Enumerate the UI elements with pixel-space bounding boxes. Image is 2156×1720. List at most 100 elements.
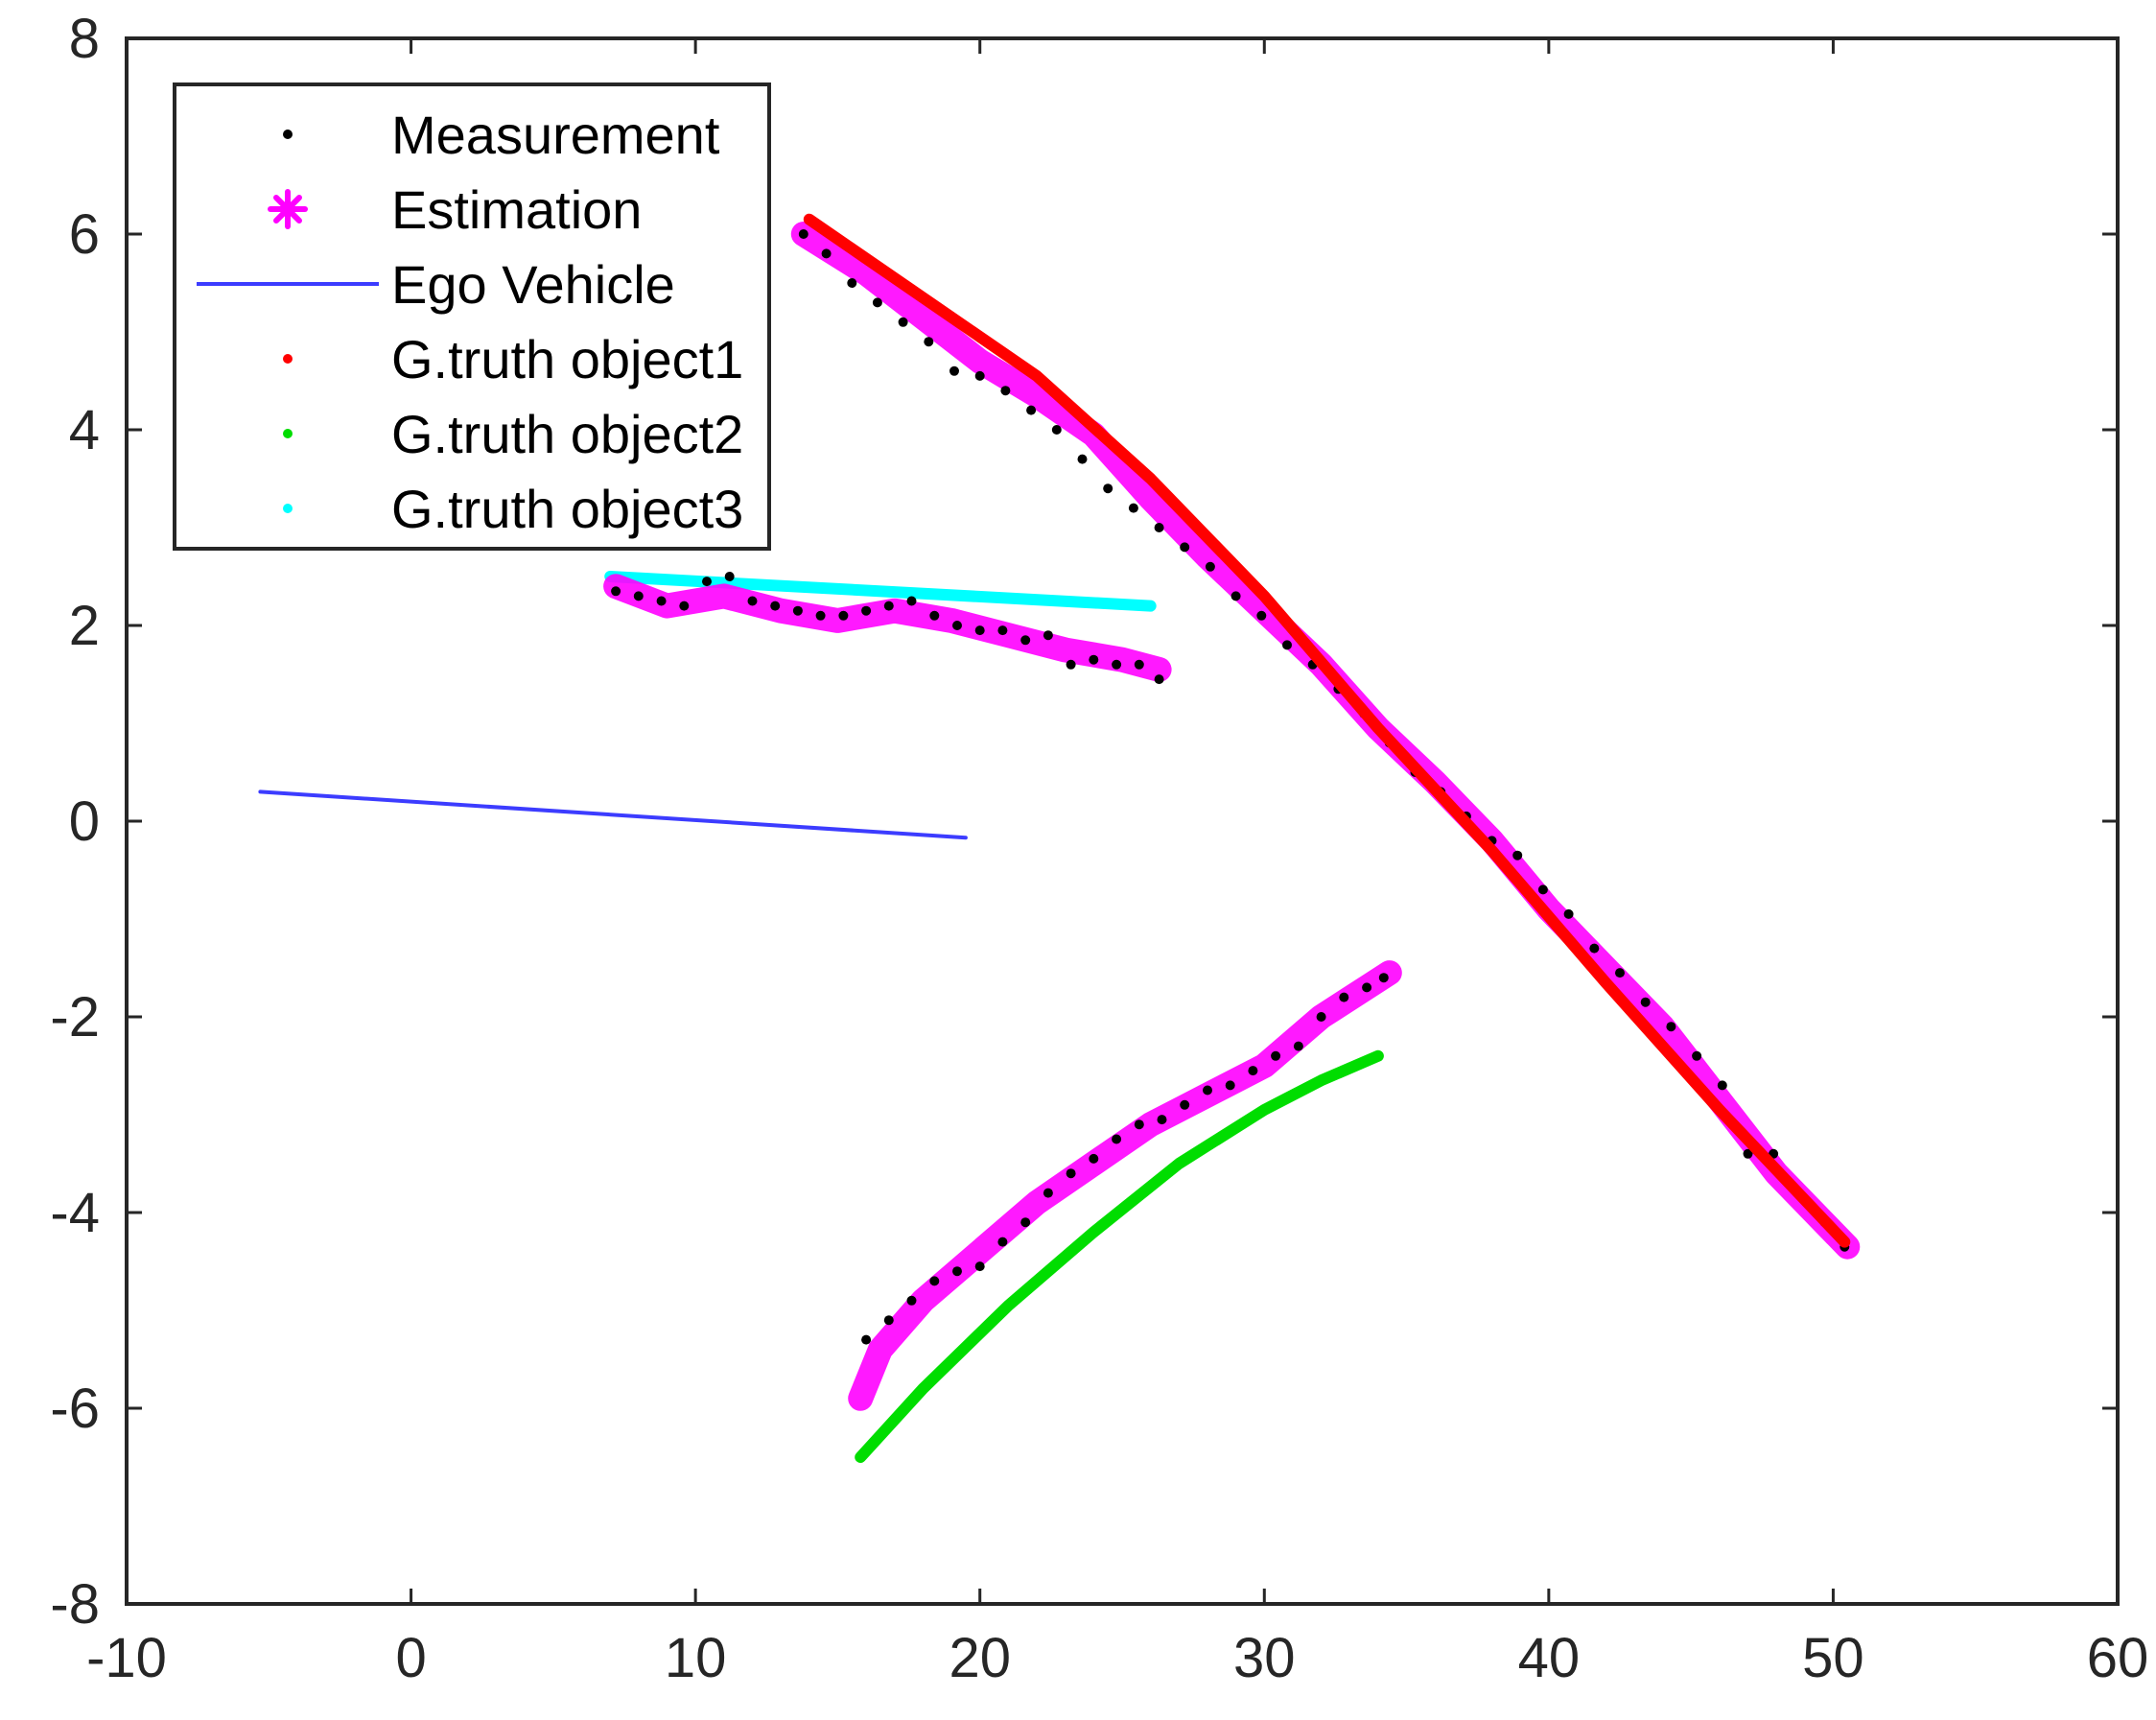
- data-point: [1089, 1153, 1099, 1164]
- data-point: [1000, 386, 1011, 396]
- data-point: [929, 1276, 940, 1286]
- legend-swatch: [283, 429, 293, 438]
- legend-entry: Measurement: [283, 105, 720, 165]
- axis-ticks: -10 0 10 20 30 40 50 60 -8 -6 -4 -2 0 2 4 6 8: [50, 8, 2148, 1689]
- legend-label: Measurement: [391, 105, 720, 165]
- data-point: [997, 1237, 1008, 1247]
- data-point: [898, 317, 908, 327]
- data-point: [1043, 1188, 1053, 1198]
- data-point: [924, 337, 934, 347]
- data-point: [872, 297, 882, 308]
- data-point: [929, 610, 940, 621]
- data-point: [633, 591, 644, 601]
- data-point: [1256, 610, 1267, 621]
- data-point: [1066, 1168, 1076, 1179]
- data-point: [1316, 1012, 1326, 1022]
- data-point: [1743, 1148, 1753, 1159]
- plot-area: [258, 213, 1861, 1463]
- data-point: [656, 596, 667, 606]
- data-point: [952, 621, 962, 630]
- data-point: [1512, 850, 1523, 860]
- data-point: [1666, 1022, 1676, 1032]
- data-point: [770, 601, 781, 611]
- legend: Measurement Estimation Ego Vehicle G.truth …: [173, 82, 771, 551]
- data-point: [1282, 640, 1292, 650]
- legend-label: Estimation: [391, 179, 642, 240]
- legend-label: G.truth object1: [391, 329, 743, 389]
- series-meas3: [611, 572, 1164, 685]
- y-tick-label: 4: [69, 399, 100, 461]
- data-point: [1157, 1115, 1167, 1125]
- data-point: [974, 625, 985, 636]
- data-point: [1225, 1080, 1235, 1091]
- x-tick-label: 20: [949, 1627, 1011, 1689]
- x-tick-label: 50: [1802, 1627, 1864, 1689]
- data-point: [883, 1315, 894, 1326]
- data-point: [974, 370, 985, 381]
- y-tick-label: -2: [50, 986, 100, 1048]
- x-tick-label: 60: [2087, 1627, 2149, 1689]
- data-point: [1020, 635, 1031, 646]
- data-point: [883, 601, 894, 611]
- data-point: [1293, 1041, 1303, 1051]
- x-tick-label: 10: [665, 1627, 727, 1689]
- legend-entry: G.truth object3: [283, 479, 743, 539]
- data-point: [1537, 884, 1548, 895]
- data-point: [861, 1334, 872, 1345]
- y-tick-label: 6: [69, 203, 100, 266]
- data-point: [1615, 968, 1625, 978]
- legend-swatch: [283, 504, 293, 513]
- data-point: [1134, 659, 1144, 670]
- x-tick-label: 40: [1518, 1627, 1581, 1689]
- data-point: [1248, 1066, 1258, 1076]
- data-point: [1026, 405, 1037, 415]
- data-point: [1089, 654, 1099, 665]
- data-point: [1103, 483, 1113, 494]
- data-point: [861, 605, 872, 616]
- data-point: [611, 586, 621, 597]
- data-point: [1128, 503, 1138, 513]
- data-point: [1717, 1080, 1727, 1091]
- legend-swatch: [268, 189, 308, 229]
- series-est3: [603, 574, 1172, 682]
- legend-entry: G.truth object2: [283, 404, 743, 464]
- data-point: [1205, 561, 1215, 572]
- series-gt2: [855, 1049, 1384, 1463]
- data-point: [1230, 591, 1241, 601]
- data-point: [838, 610, 849, 621]
- data-point: [1271, 1050, 1281, 1061]
- series-gt1: [803, 213, 1851, 1248]
- data-point: [1203, 1085, 1212, 1096]
- series-meas2: [861, 973, 1389, 1345]
- data-point: [1154, 674, 1164, 685]
- legend-label: Ego Vehicle: [391, 254, 675, 315]
- series-est2: [848, 960, 1402, 1411]
- data-point: [906, 596, 917, 606]
- data-point: [724, 572, 735, 581]
- x-tick-label: 30: [1233, 1627, 1296, 1689]
- x-tick-label: 0: [395, 1627, 426, 1689]
- data-point: [1589, 943, 1600, 954]
- data-point: [1378, 973, 1389, 983]
- legend-box: [173, 82, 771, 551]
- data-point: [1020, 1217, 1031, 1228]
- data-point: [1640, 997, 1651, 1007]
- legend-swatch: [283, 354, 293, 364]
- legend-label: G.truth object2: [391, 404, 743, 464]
- legend-entry: Ego Vehicle: [197, 254, 675, 315]
- data-point: [1077, 454, 1088, 464]
- series-gt3: [604, 571, 1157, 612]
- data-point: [702, 577, 712, 587]
- y-tick-label: 8: [69, 8, 100, 70]
- data-point: [1339, 992, 1349, 1002]
- data-point: [792, 605, 803, 616]
- data-point: [847, 278, 857, 288]
- data-point: [798, 229, 808, 239]
- y-tick-label: 2: [69, 595, 100, 657]
- data-point: [906, 1295, 917, 1306]
- x-tick-label: -10: [86, 1627, 167, 1689]
- y-tick-label: 0: [69, 790, 100, 853]
- y-tick-label: -6: [50, 1378, 100, 1440]
- data-point: [679, 601, 690, 611]
